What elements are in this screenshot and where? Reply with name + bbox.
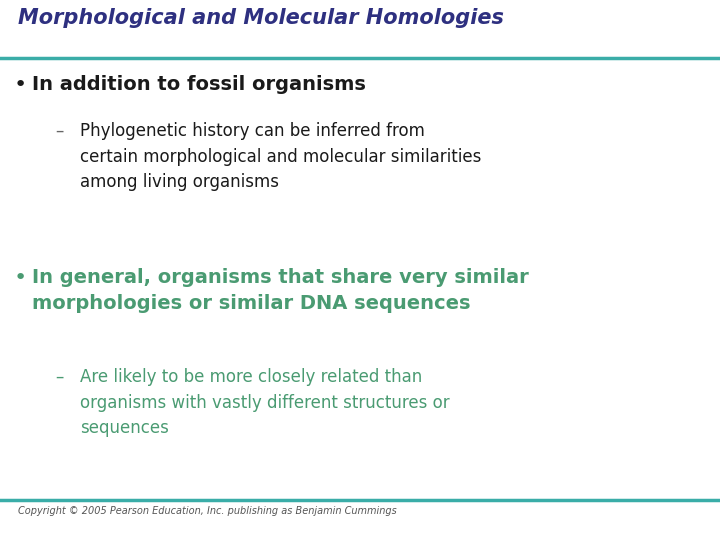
- Text: Phylogenetic history can be inferred from
certain morphological and molecular si: Phylogenetic history can be inferred fro…: [80, 122, 482, 191]
- Text: •: •: [14, 268, 27, 288]
- Text: Are likely to be more closely related than
organisms with vastly different struc: Are likely to be more closely related th…: [80, 368, 449, 437]
- Text: Morphological and Molecular Homologies: Morphological and Molecular Homologies: [18, 8, 504, 28]
- Text: –: –: [55, 122, 63, 140]
- Text: Copyright © 2005 Pearson Education, Inc. publishing as Benjamin Cummings: Copyright © 2005 Pearson Education, Inc.…: [18, 506, 397, 516]
- Text: In addition to fossil organisms: In addition to fossil organisms: [32, 75, 366, 94]
- Text: •: •: [14, 75, 27, 95]
- Text: In general, organisms that share very similar
morphologies or similar DNA sequen: In general, organisms that share very si…: [32, 268, 528, 313]
- Text: –: –: [55, 368, 63, 386]
